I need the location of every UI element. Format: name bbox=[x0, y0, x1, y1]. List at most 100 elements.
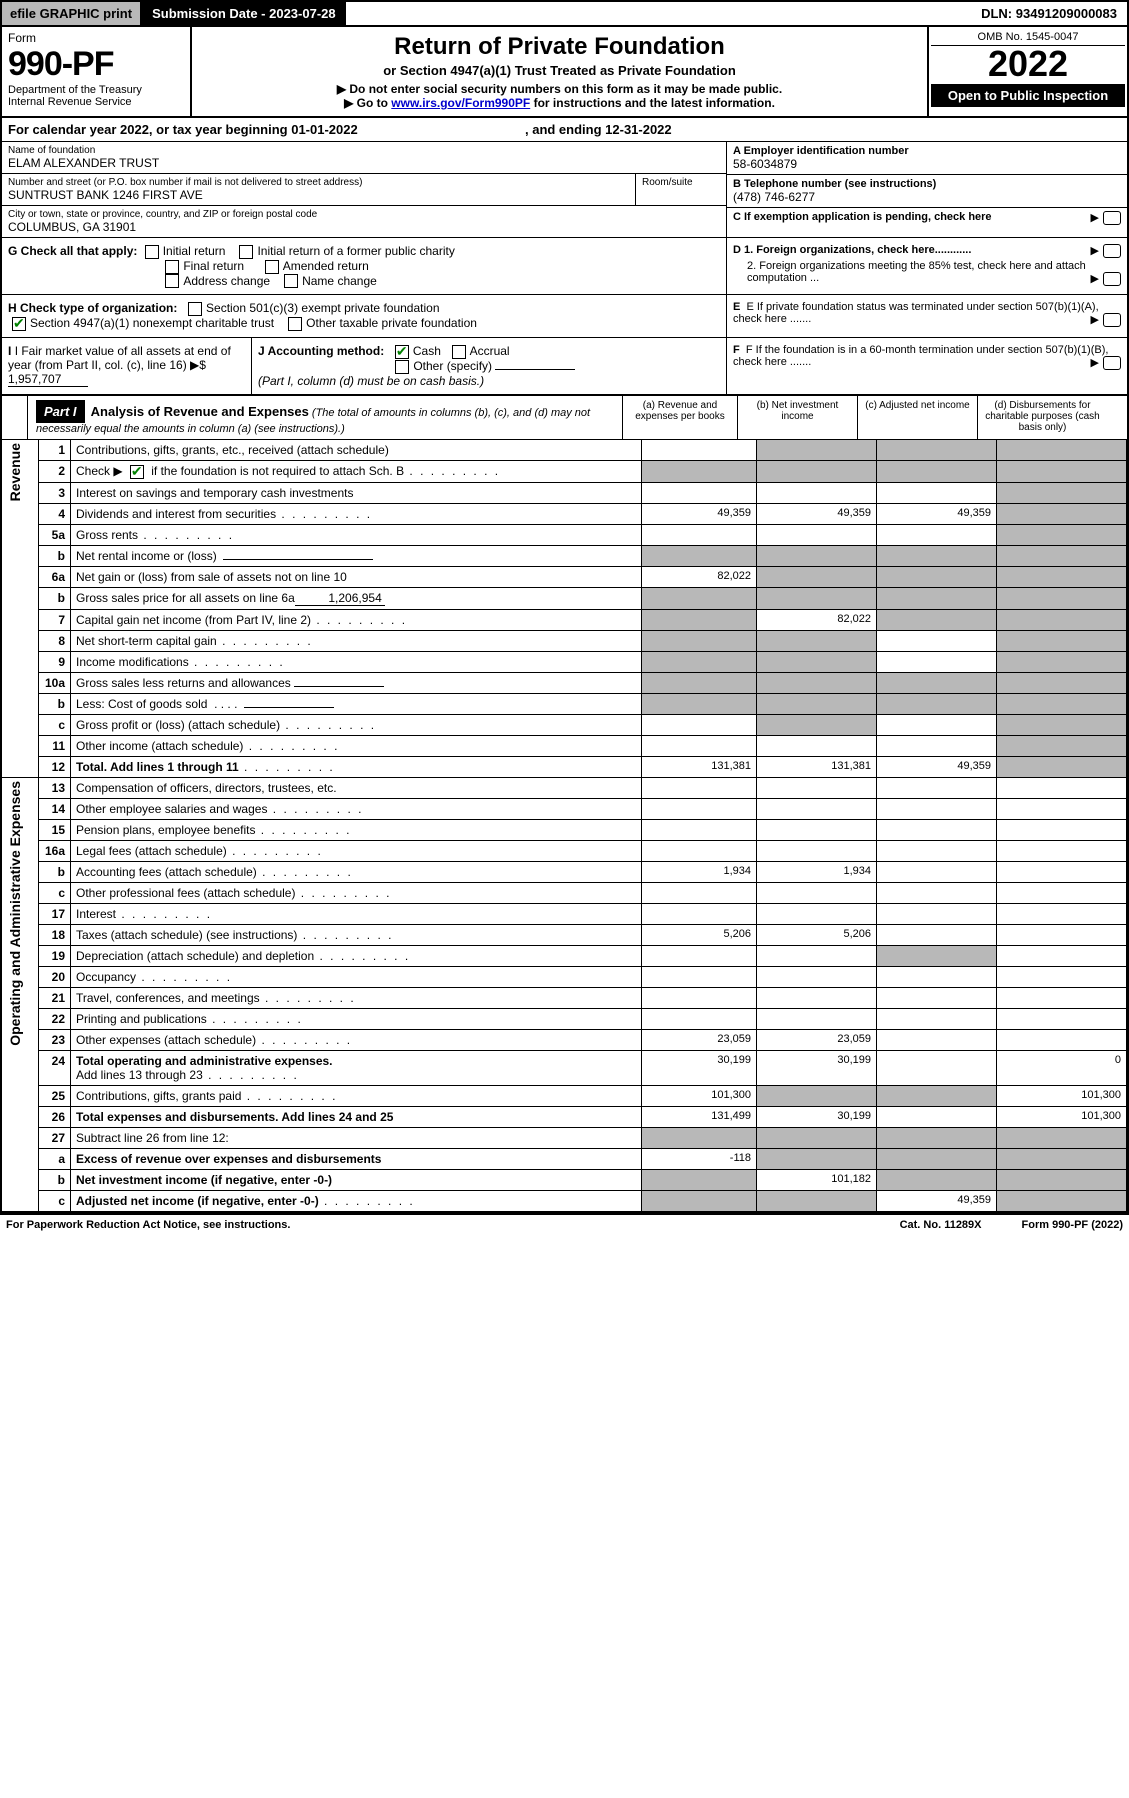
d2-line: 2. Foreign organizations meeting the 85%… bbox=[733, 260, 1121, 284]
col-d-header: (d) Disbursements for charitable purpose… bbox=[977, 396, 1107, 439]
section-i-j-f: I I Fair market value of all assets at e… bbox=[2, 338, 1127, 394]
line-9: 9Income modifications bbox=[2, 651, 1127, 672]
expenses-side-label: Operating and Administrative Expenses bbox=[7, 781, 33, 1046]
line-17: 17Interest bbox=[2, 903, 1127, 924]
f-checkbox[interactable] bbox=[1103, 356, 1121, 370]
h-other-taxable-chk[interactable] bbox=[288, 317, 302, 331]
top-bar: efile GRAPHIC print Submission Date - 20… bbox=[0, 0, 1129, 27]
g-final-return-chk[interactable] bbox=[165, 260, 179, 274]
line-16b: bAccounting fees (attach schedule) 1,934… bbox=[2, 861, 1127, 882]
line-1: Revenue 1Contributions, gifts, grants, e… bbox=[2, 440, 1127, 461]
j-block: J Accounting method: Cash Accrual Other … bbox=[252, 338, 726, 394]
line-27a: aExcess of revenue over expenses and dis… bbox=[2, 1148, 1127, 1169]
line-23: 23Other expenses (attach schedule) 23,05… bbox=[2, 1029, 1127, 1050]
section-h-e: H Check type of organization: Section 50… bbox=[2, 295, 1127, 338]
header-right: OMB No. 1545-0047 2022 Open to Public In… bbox=[927, 27, 1127, 116]
j-accrual-chk[interactable] bbox=[452, 345, 466, 359]
line-10b: bLess: Cost of goods sold . . . . bbox=[2, 693, 1127, 714]
e-checkbox[interactable] bbox=[1103, 313, 1121, 327]
line-5b: bNet rental income or (loss) bbox=[2, 545, 1127, 566]
efile-print-button[interactable]: efile GRAPHIC print bbox=[2, 2, 142, 25]
g-address-change-chk[interactable] bbox=[165, 274, 179, 288]
ein-cell: A Employer identification number 58-6034… bbox=[727, 142, 1127, 175]
irs-label: Internal Revenue Service bbox=[8, 96, 184, 108]
f-line: F F If the foundation is in a 60-month t… bbox=[727, 338, 1127, 394]
j-cash-chk[interactable] bbox=[395, 345, 409, 359]
col-a-header: (a) Revenue and expenses per books bbox=[622, 396, 737, 439]
j-other-chk[interactable] bbox=[395, 360, 409, 374]
g-initial-return-chk[interactable] bbox=[145, 245, 159, 259]
d2-checkbox[interactable] bbox=[1103, 272, 1121, 286]
line-11: 11Other income (attach schedule) bbox=[2, 735, 1127, 756]
i-value: 1,957,707 bbox=[8, 372, 88, 387]
line-13: Operating and Administrative Expenses 13… bbox=[2, 778, 1127, 799]
g-initial-public-chk[interactable] bbox=[239, 245, 253, 259]
line-21: 21Travel, conferences, and meetings bbox=[2, 987, 1127, 1008]
line-4: 4Dividends and interest from securities … bbox=[2, 503, 1127, 524]
h-4947-chk[interactable] bbox=[12, 317, 26, 331]
irs-link[interactable]: www.irs.gov/Form990PF bbox=[391, 96, 530, 110]
part1-badge: Part I bbox=[36, 400, 85, 423]
form-header: Form 990-PF Department of the Treasury I… bbox=[2, 27, 1127, 118]
header-left: Form 990-PF Department of the Treasury I… bbox=[2, 27, 192, 116]
d1-checkbox[interactable] bbox=[1103, 244, 1121, 258]
line-12: 12Total. Add lines 1 through 11 131,3811… bbox=[2, 756, 1127, 777]
line-18: 18Taxes (attach schedule) (see instructi… bbox=[2, 924, 1127, 945]
line-7: 7Capital gain net income (from Part IV, … bbox=[2, 609, 1127, 630]
line-26: 26Total expenses and disbursements. Add … bbox=[2, 1106, 1127, 1127]
cat-no: Cat. No. 11289X bbox=[900, 1219, 982, 1231]
line-3: 3Interest on savings and temporary cash … bbox=[2, 482, 1127, 503]
part1-table: Revenue 1Contributions, gifts, grants, e… bbox=[2, 440, 1127, 1212]
entity-info: Name of foundation ELAM ALEXANDER TRUST … bbox=[2, 142, 1127, 238]
part1-header: Part I Analysis of Revenue and Expenses … bbox=[2, 394, 1127, 440]
goto-link-line: ▶ Go to www.irs.gov/Form990PF for instru… bbox=[198, 96, 921, 110]
line-15: 15Pension plans, employee benefits bbox=[2, 819, 1127, 840]
line-24: 24Total operating and administrative exp… bbox=[2, 1050, 1127, 1085]
line-14: 14Other employee salaries and wages bbox=[2, 798, 1127, 819]
g-amended-chk[interactable] bbox=[265, 260, 279, 274]
line-10c: cGross profit or (loss) (attach schedule… bbox=[2, 714, 1127, 735]
submission-date: Submission Date - 2023-07-28 bbox=[142, 2, 346, 25]
col-c-header: (c) Adjusted net income bbox=[857, 396, 977, 439]
line-6a: 6aNet gain or (loss) from sale of assets… bbox=[2, 566, 1127, 587]
line-16c: cOther professional fees (attach schedul… bbox=[2, 882, 1127, 903]
c-checkbox[interactable] bbox=[1103, 211, 1121, 225]
g-name-change-chk[interactable] bbox=[284, 274, 298, 288]
form-word: Form bbox=[8, 31, 184, 45]
tax-year: 2022 bbox=[931, 46, 1125, 82]
form-number: 990-PF bbox=[8, 45, 184, 84]
form-title: Return of Private Foundation bbox=[198, 33, 921, 61]
dln: DLN: 93491209000083 bbox=[971, 2, 1127, 25]
g-label: G Check all that apply: bbox=[8, 244, 137, 258]
phone-cell: B Telephone number (see instructions) (4… bbox=[727, 175, 1127, 208]
form-990pf: Form 990-PF Department of the Treasury I… bbox=[0, 27, 1129, 1214]
pra-notice: For Paperwork Reduction Act Notice, see … bbox=[6, 1219, 900, 1231]
header-title-block: Return of Private Foundation or Section … bbox=[192, 27, 927, 116]
page-footer: For Paperwork Reduction Act Notice, see … bbox=[0, 1214, 1129, 1235]
line-8: 8Net short-term capital gain bbox=[2, 630, 1127, 651]
line-20: 20Occupancy bbox=[2, 966, 1127, 987]
form-subtitle: or Section 4947(a)(1) Trust Treated as P… bbox=[198, 63, 921, 78]
h-501c3-chk[interactable] bbox=[188, 302, 202, 316]
line-22: 22Printing and publications bbox=[2, 1008, 1127, 1029]
form-ref: Form 990-PF (2022) bbox=[1022, 1219, 1123, 1231]
section-g-d: G Check all that apply: Initial return I… bbox=[2, 238, 1127, 295]
l2-checkbox[interactable] bbox=[130, 465, 144, 479]
ssn-warning: ▶ Do not enter social security numbers o… bbox=[198, 82, 921, 96]
line-5a: 5aGross rents bbox=[2, 524, 1127, 545]
line-19: 19Depreciation (attach schedule) and dep… bbox=[2, 945, 1127, 966]
line-25: 25Contributions, gifts, grants paid 101,… bbox=[2, 1085, 1127, 1106]
line-27: 27Subtract line 26 from line 12: bbox=[2, 1127, 1127, 1148]
col-b-header: (b) Net investment income bbox=[737, 396, 857, 439]
revenue-side-label: Revenue bbox=[7, 443, 33, 501]
i-block: I I Fair market value of all assets at e… bbox=[2, 338, 252, 394]
line-10a: 10aGross sales less returns and allowanc… bbox=[2, 672, 1127, 693]
dept-treasury: Department of the Treasury bbox=[8, 84, 184, 96]
d1-line: D 1. Foreign organizations, check here..… bbox=[733, 244, 1121, 256]
h-label: H Check type of organization: bbox=[8, 301, 177, 315]
address-cell: Number and street (or P.O. box number if… bbox=[2, 174, 726, 206]
calendar-year-line: For calendar year 2022, or tax year begi… bbox=[2, 118, 1127, 142]
line-27c: cAdjusted net income (if negative, enter… bbox=[2, 1190, 1127, 1211]
line-16a: 16aLegal fees (attach schedule) bbox=[2, 840, 1127, 861]
foundation-name-cell: Name of foundation ELAM ALEXANDER TRUST bbox=[2, 142, 726, 174]
